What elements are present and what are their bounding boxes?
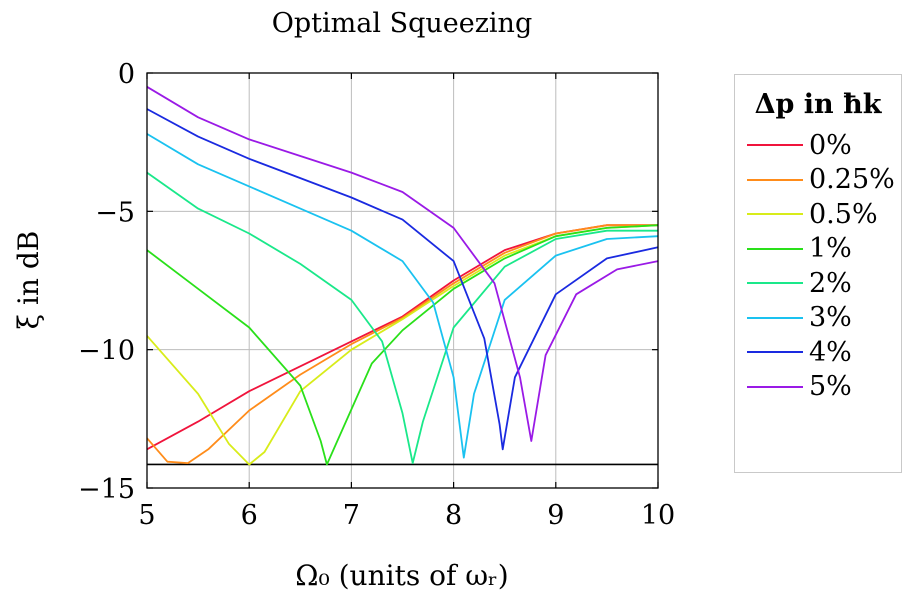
- y-tick-label: 0: [118, 59, 135, 90]
- x-tick-label: 8: [445, 500, 462, 531]
- legend-item: 2%: [747, 266, 852, 300]
- series-line-1%: [146, 224, 659, 466]
- legend-title: Δp in ħk: [754, 89, 882, 120]
- legend-label: 1%: [809, 233, 852, 264]
- x-tick-label: 7: [343, 500, 360, 531]
- plot-frame: [146, 72, 659, 489]
- legend-label: 0%: [809, 129, 852, 161]
- axis-ticks: 5 6 7 8 9 10 0 −5 −10 −15: [78, 59, 675, 531]
- x-tick-label: 5: [138, 500, 155, 531]
- legend-swatch: [747, 351, 803, 353]
- x-tick-label: 9: [547, 500, 564, 531]
- legend-label: 0.5%: [809, 198, 878, 230]
- legend-swatch: [747, 282, 803, 284]
- legend-item: 0%: [747, 128, 852, 162]
- grid: [146, 72, 659, 489]
- x-tick-label: 10: [641, 500, 675, 531]
- legend-label: 2%: [809, 267, 852, 299]
- series-line-2%: [146, 171, 658, 465]
- legend-item: 0.5%: [747, 197, 878, 231]
- y-tick-label: −10: [78, 336, 135, 367]
- legend-label: 0.25%: [809, 164, 895, 195]
- legend-swatch: [747, 316, 803, 319]
- x-tick-label: 6: [241, 500, 258, 531]
- series-line-5%: [146, 86, 659, 442]
- legend-item: 5%: [747, 370, 852, 404]
- legend-item: 4%: [747, 335, 852, 369]
- legend-label: 4%: [809, 336, 852, 368]
- y-tick-label: −15: [78, 474, 135, 505]
- legend-item: 0.25%: [747, 163, 895, 197]
- legend-item: 3%: [747, 301, 852, 335]
- series-line-3%: [146, 133, 659, 459]
- legend-label: 5%: [809, 371, 852, 402]
- legend-label: 3%: [809, 302, 852, 333]
- legend-swatch: [747, 144, 803, 146]
- y-tick-label: −5: [95, 197, 135, 228]
- chart-title: Optimal Squeezing: [272, 8, 532, 39]
- series-line-4%: [146, 108, 659, 451]
- legend-swatch: [747, 178, 803, 181]
- series-line-0.25%: [146, 224, 658, 465]
- legend-item: 1%: [747, 232, 852, 266]
- legend: Δp in ħk 0% 0.25% 0.5% 1% 2% 3% 4% 5%: [734, 74, 902, 473]
- legend-swatch: [747, 385, 803, 388]
- y-axis-label: ξ in dB: [12, 231, 45, 330]
- x-axis-label: Ω₀ (units of ωᵣ): [295, 559, 508, 592]
- legend-swatch: [747, 213, 803, 215]
- legend-swatch: [747, 247, 803, 250]
- series-group: [146, 86, 659, 466]
